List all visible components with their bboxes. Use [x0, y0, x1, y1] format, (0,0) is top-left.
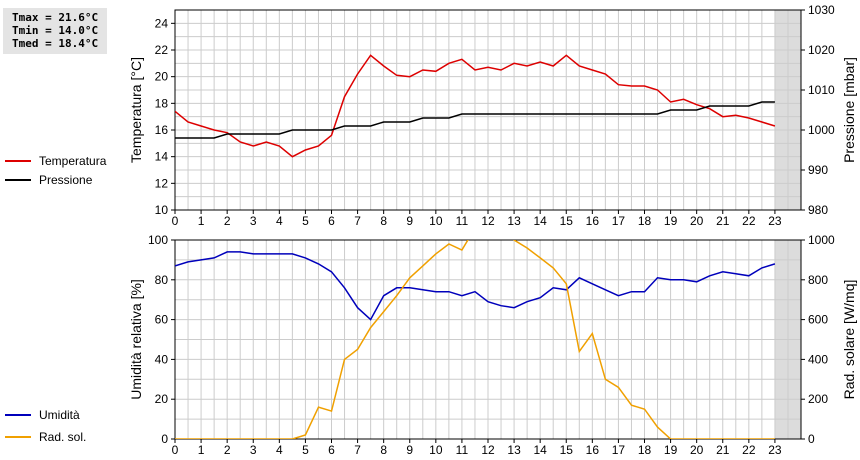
panel2-x-tick-label: 8: [380, 443, 387, 457]
panel1-y-left-tick-label: 24: [155, 16, 169, 30]
panel1-x-tick-label: 18: [638, 214, 652, 228]
panel2-x-tick-label: 2: [224, 443, 231, 457]
panel1-x-tick-label: 2: [224, 214, 231, 228]
panel2-y-right-tick-label: 1000: [808, 233, 835, 247]
panel1-x-tick-label: 16: [586, 214, 600, 228]
panel2-x-tick-label: 13: [507, 443, 521, 457]
panel1-x-tick-label: 6: [328, 214, 335, 228]
panel1-x-tick-label: 23: [768, 214, 782, 228]
panel2-y-right-tick-label: 0: [808, 432, 815, 446]
panel2-y-left-axis-title: Umidità relativa [%]: [128, 279, 144, 400]
panel2-x-tick-label: 11: [456, 443, 469, 457]
panel2-legend-label-rad-sol: Rad. sol.: [39, 430, 86, 444]
panel2-x-tick-label: 0: [172, 443, 179, 457]
panel2-x-tick-label: 15: [560, 443, 574, 457]
panel2-x-tick-label: 1: [198, 443, 205, 457]
panel2-x-tick-label: 18: [638, 443, 652, 457]
panel2-y-left-tick-label: 80: [155, 273, 169, 287]
panel1-series-line-temperatura: [175, 54, 776, 158]
panel1-x-tick-label: 13: [507, 214, 521, 228]
panel2-series-line-umidit: [175, 251, 776, 321]
panel2-y-left-tick-label: 60: [155, 313, 169, 327]
panel2-y-left-tick-label: 40: [155, 352, 169, 366]
panel1-x-tick-label: 5: [302, 214, 309, 228]
panel2-y-right-tick-label: 800: [808, 273, 828, 287]
panel1-y-left-tick-label: 14: [155, 150, 169, 164]
panel1-x-tick-label: 10: [429, 214, 443, 228]
panel1-x-tick-label: 3: [250, 214, 257, 228]
panel2-x-tick-label: 21: [716, 443, 730, 457]
panel2-legend-label-umidit: Umidità: [39, 408, 80, 422]
panel1-y-right-axis-title: Pressione [mbar]: [841, 57, 857, 163]
panel1-y-left-tick-label: 10: [155, 203, 169, 217]
panel2-x-tick-label: 17: [612, 443, 626, 457]
stats-box: Tmax = 21.6°C Tmin = 14.0°C Tmed = 18.4°…: [3, 8, 107, 54]
panel1-x-tick-label: 21: [716, 214, 730, 228]
panel1-x-tick-label: 17: [612, 214, 626, 228]
panel2-x-tick-label: 7: [354, 443, 361, 457]
panel1-legend-label-temperatura: Temperatura: [39, 154, 107, 168]
panel2-x-tick-label: 12: [481, 443, 495, 457]
panel1-x-tick-label: 15: [560, 214, 574, 228]
panel1-x-tick-label: 7: [354, 214, 361, 228]
panel2-x-tick-label: 19: [664, 443, 678, 457]
panel1-x-tick-label: 0: [172, 214, 179, 228]
panel1-x-tick-label: 11: [456, 214, 469, 228]
panel1-y-left-axis-title: Temperatura [°C]: [128, 57, 144, 163]
panel2-y-left-tick-label: 100: [148, 233, 168, 247]
panel1-x-tick-label: 19: [664, 214, 678, 228]
panel1-y-left-tick-label: 18: [155, 96, 169, 110]
panel2-y-right-tick-label: 600: [808, 313, 828, 327]
tmin-text: Tmin = 14.0°C: [12, 24, 99, 37]
panel1-y-right-tick-label: 990: [808, 163, 828, 177]
panel1-y-right-tick-label: 1030: [808, 3, 835, 17]
panel1-y-left-tick-label: 12: [155, 176, 169, 190]
panel2-x-tick-label: 9: [406, 443, 413, 457]
panel2-y-right-axis-title: Rad. solare [W/mq]: [841, 280, 857, 400]
panel1-y-right-tick-label: 1010: [808, 83, 835, 97]
panel2-x-tick-label: 4: [276, 443, 283, 457]
panel1-x-tick-label: 20: [690, 214, 704, 228]
tmed-text: Tmed = 18.4°C: [12, 37, 99, 50]
panel1-x-tick-label: 14: [533, 214, 547, 228]
panel2-y-right-tick-label: 400: [808, 352, 828, 366]
panel1-x-tick-label: 8: [380, 214, 387, 228]
panel1-x-tick-label: 12: [481, 214, 495, 228]
panel1-x-tick-label: 4: [276, 214, 283, 228]
panel1-y-right-tick-label: 1000: [808, 123, 835, 137]
panel1-y-right-tick-label: 980: [808, 203, 828, 217]
panel1-y-right-tick-label: 1020: [808, 43, 835, 57]
tmax-text: Tmax = 21.6°C: [12, 11, 99, 24]
panel1-legend-label-pressione: Pressione: [39, 173, 93, 187]
panel2-x-tick-label: 20: [690, 443, 704, 457]
panel1-series-line-pressione: [175, 101, 775, 139]
panel1-x-tick-label: 9: [406, 214, 413, 228]
panel2-y-right-tick-label: 200: [808, 392, 828, 406]
panel2-x-tick-label: 14: [533, 443, 547, 457]
panel2-y-left-tick-label: 20: [155, 392, 169, 406]
panel2-y-left-tick-label: 0: [161, 432, 168, 446]
panel1-y-left-tick-label: 16: [155, 123, 169, 137]
panel2-x-tick-label: 5: [302, 443, 309, 457]
panel2-x-tick-label: 10: [429, 443, 443, 457]
panel1-x-tick-label: 22: [742, 214, 756, 228]
panel1-y-left-tick-label: 22: [155, 43, 169, 57]
panel1-y-left-tick-label: 20: [155, 70, 169, 84]
panel1-x-tick-label: 1: [198, 214, 205, 228]
panel2-x-tick-label: 16: [586, 443, 600, 457]
panel2-x-tick-label: 6: [328, 443, 335, 457]
panel2-x-tick-label: 23: [768, 443, 782, 457]
panel2-x-tick-label: 22: [742, 443, 756, 457]
panel2-x-tick-label: 3: [250, 443, 257, 457]
